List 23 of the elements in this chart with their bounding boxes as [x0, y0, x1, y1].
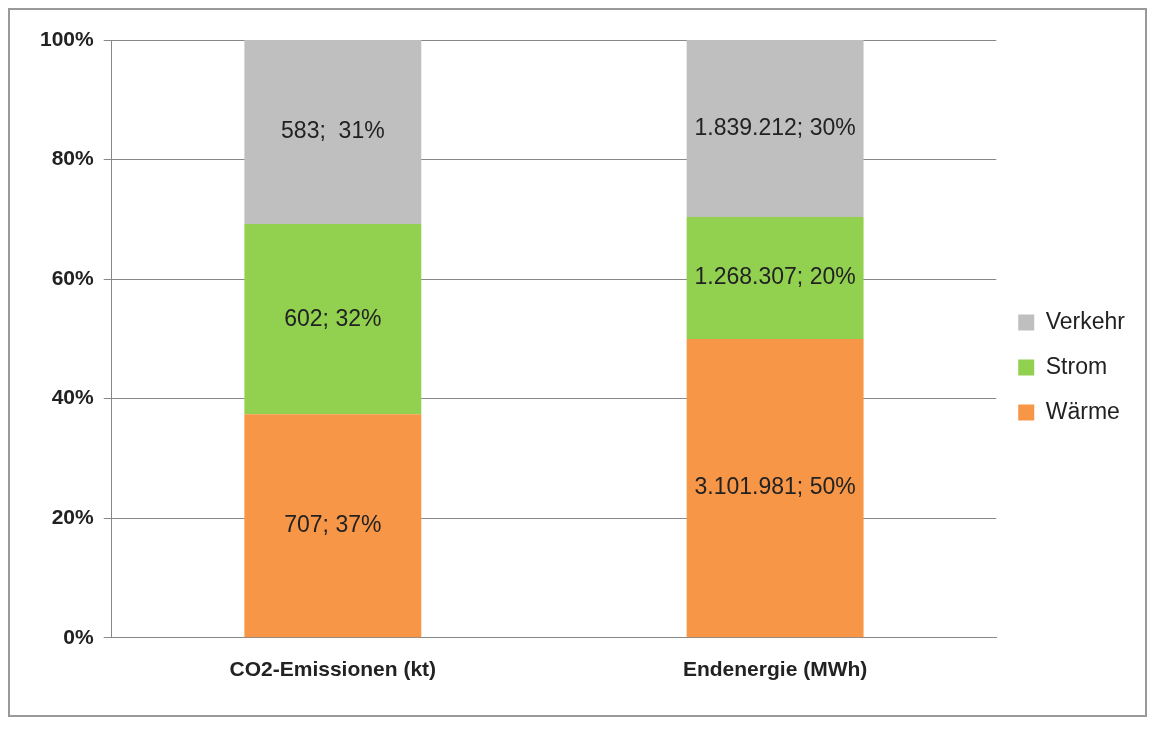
y-tick-label: 40% — [51, 385, 95, 409]
y-tick-label: 100% — [39, 26, 95, 50]
bar — [686, 216, 864, 339]
legend-label: Verkehr — [1045, 307, 1126, 334]
y-tick-label: 60% — [51, 265, 95, 289]
x-tick-label: Endenergie (MWh) — [682, 657, 868, 681]
data-label: 602; 32% — [284, 304, 382, 331]
bar — [244, 414, 422, 638]
y-tick-label: 20% — [51, 505, 95, 529]
data-label: 707; 37% — [284, 511, 382, 538]
y-tick-label: 80% — [51, 146, 95, 170]
data-label: 1.268.307; 20% — [694, 263, 856, 290]
data-label: 583; 31% — [281, 117, 385, 144]
y-tick-label: 0% — [63, 624, 95, 648]
data-label: 1.839.212; 30% — [694, 113, 856, 140]
bar — [244, 40, 422, 225]
bar — [686, 338, 864, 638]
legend-label: Wärme — [1045, 397, 1120, 424]
legend-label: Strom — [1045, 352, 1108, 379]
bar — [244, 224, 422, 415]
data-label: 3.101.981; 50% — [694, 473, 856, 500]
x-tick-label: CO2-Emissionen (kt) — [229, 657, 437, 681]
bar — [686, 40, 864, 217]
